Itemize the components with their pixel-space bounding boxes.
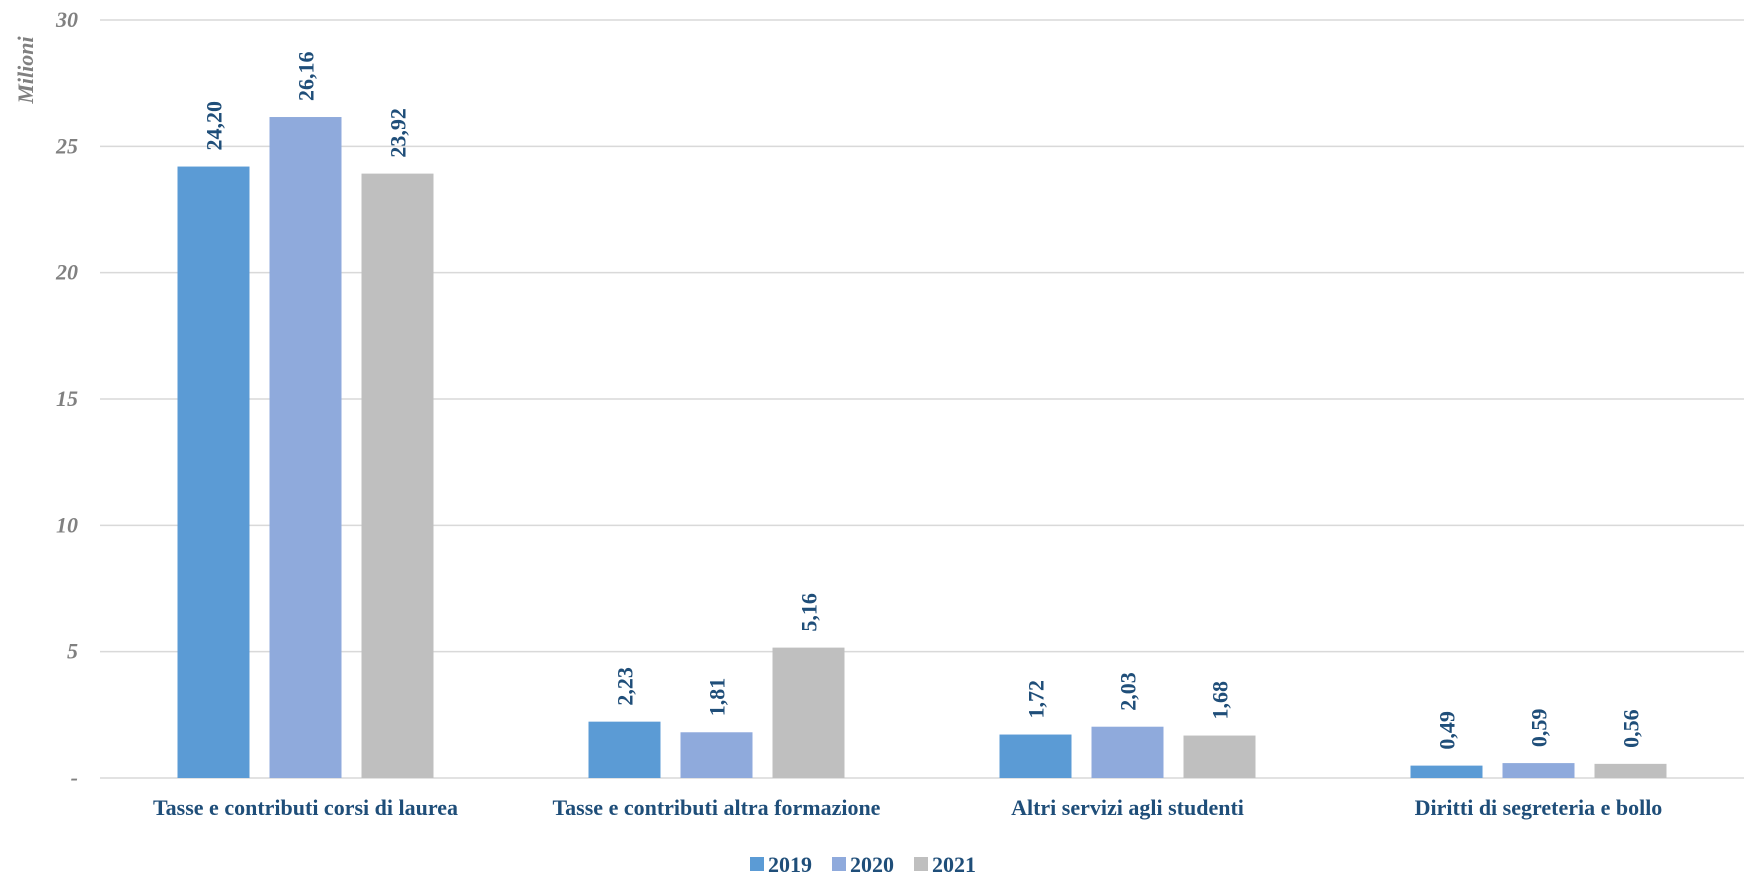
x-axis: Tasse e contributi corsi di laurea Tasse …: [153, 795, 1662, 820]
gridlines: [100, 19, 1744, 779]
data-label: 2,03: [1116, 672, 1141, 711]
bar-2020: [1502, 763, 1575, 778]
x-tick-label: Tasse e contributi altra formazione: [553, 795, 881, 820]
legend: 2019 2020 2021: [750, 852, 976, 877]
data-label: 24,20: [202, 101, 227, 151]
data-label: 26,16: [294, 52, 319, 102]
bar-2020: [269, 117, 342, 779]
y-tick-label: 30: [55, 7, 78, 32]
x-tick-label: Diritti di segreteria e bollo: [1415, 795, 1663, 820]
bar-2021: [361, 173, 434, 778]
y-tick-label: 10: [56, 512, 78, 537]
legend-label: 2020: [850, 852, 894, 877]
data-label: 1,81: [705, 678, 730, 717]
data-label: 1,72: [1024, 680, 1049, 719]
legend-label: 2021: [932, 852, 976, 877]
bar-2020: [1091, 726, 1164, 778]
bar-2021: [772, 647, 845, 778]
bar-2021: [1594, 763, 1667, 778]
bar-2019: [1410, 765, 1483, 778]
legend-item-2019: 2019: [750, 852, 812, 877]
x-tick-label: Tasse e contributi corsi di laurea: [153, 795, 458, 820]
y-axis: Milioni - 5 10 15 20 25 30: [13, 7, 78, 790]
y-tick-label: 20: [55, 260, 78, 285]
legend-label: 2019: [768, 852, 812, 877]
bar-2020: [680, 732, 753, 778]
bar-2019: [177, 166, 250, 779]
data-label: 0,59: [1527, 709, 1552, 748]
legend-item-2021: 2021: [914, 852, 976, 877]
data-label: 0,56: [1619, 709, 1644, 748]
data-label: 5,16: [797, 593, 822, 632]
y-tick-label: 15: [56, 386, 78, 411]
bars: [177, 117, 1667, 779]
data-label: 0,49: [1435, 711, 1460, 750]
bar-2019: [588, 721, 661, 778]
data-label: 2,23: [613, 667, 638, 706]
y-tick-label: 25: [55, 133, 78, 158]
bar-2021: [1183, 735, 1256, 778]
data-label: 1,68: [1208, 681, 1233, 720]
bar-2019: [999, 734, 1072, 778]
y-tick-label: 5: [67, 639, 78, 664]
legend-swatch: [832, 857, 846, 871]
y-tick-label: -: [71, 765, 78, 790]
legend-swatch: [914, 857, 928, 871]
legend-swatch: [750, 857, 764, 871]
data-labels: 24,20 26,16 23,92 2,23 1,81 5,16 1,72 2,03 1,68 0…: [202, 52, 1644, 750]
x-tick-label: Altri servizi agli studenti: [1011, 795, 1244, 820]
y-axis-label: Milioni: [13, 35, 38, 104]
data-label: 23,92: [386, 108, 411, 158]
legend-item-2020: 2020: [832, 852, 894, 877]
